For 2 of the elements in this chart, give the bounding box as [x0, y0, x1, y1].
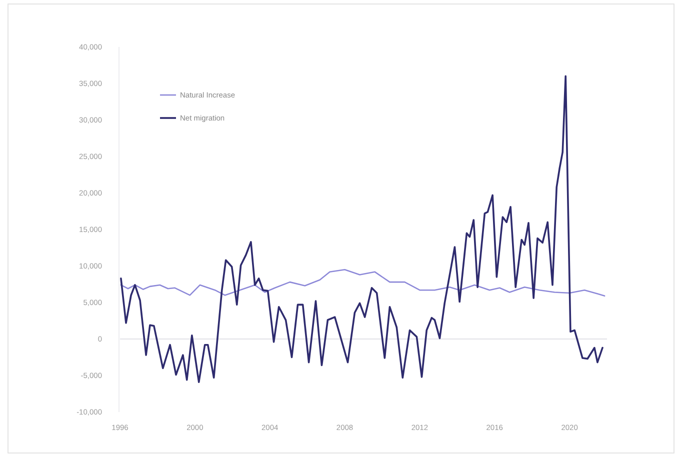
line-series — [120, 75, 604, 383]
line-series — [120, 269, 606, 297]
